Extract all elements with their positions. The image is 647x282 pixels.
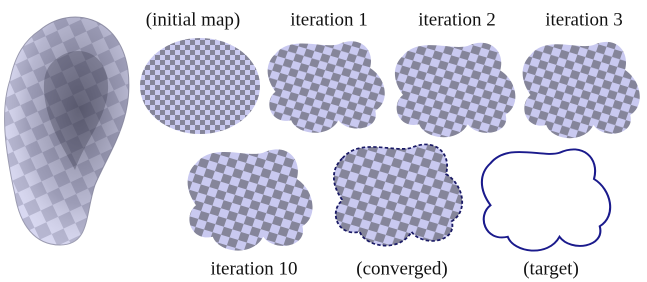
ear-model [5, 17, 129, 245]
panel-label: iteration 1 [290, 9, 368, 30]
panel-label: (converged) [356, 258, 447, 279]
target-outline [482, 149, 610, 250]
panel-label: iteration 10 [210, 258, 297, 279]
panel-label: iteration 2 [418, 9, 496, 30]
iteration-2-map [395, 43, 515, 137]
initial-map [140, 38, 260, 134]
iteration-3-map [523, 42, 640, 138]
iteration-10-map [188, 149, 313, 250]
converged-map [334, 144, 462, 245]
panel-label: iteration 3 [545, 9, 623, 30]
figure: (initial map) iteration 1 iteration 2 it… [0, 0, 647, 282]
iteration-1-map [268, 41, 385, 133]
panel-label: (initial map) [146, 9, 240, 30]
panel-label: (target) [523, 258, 579, 279]
